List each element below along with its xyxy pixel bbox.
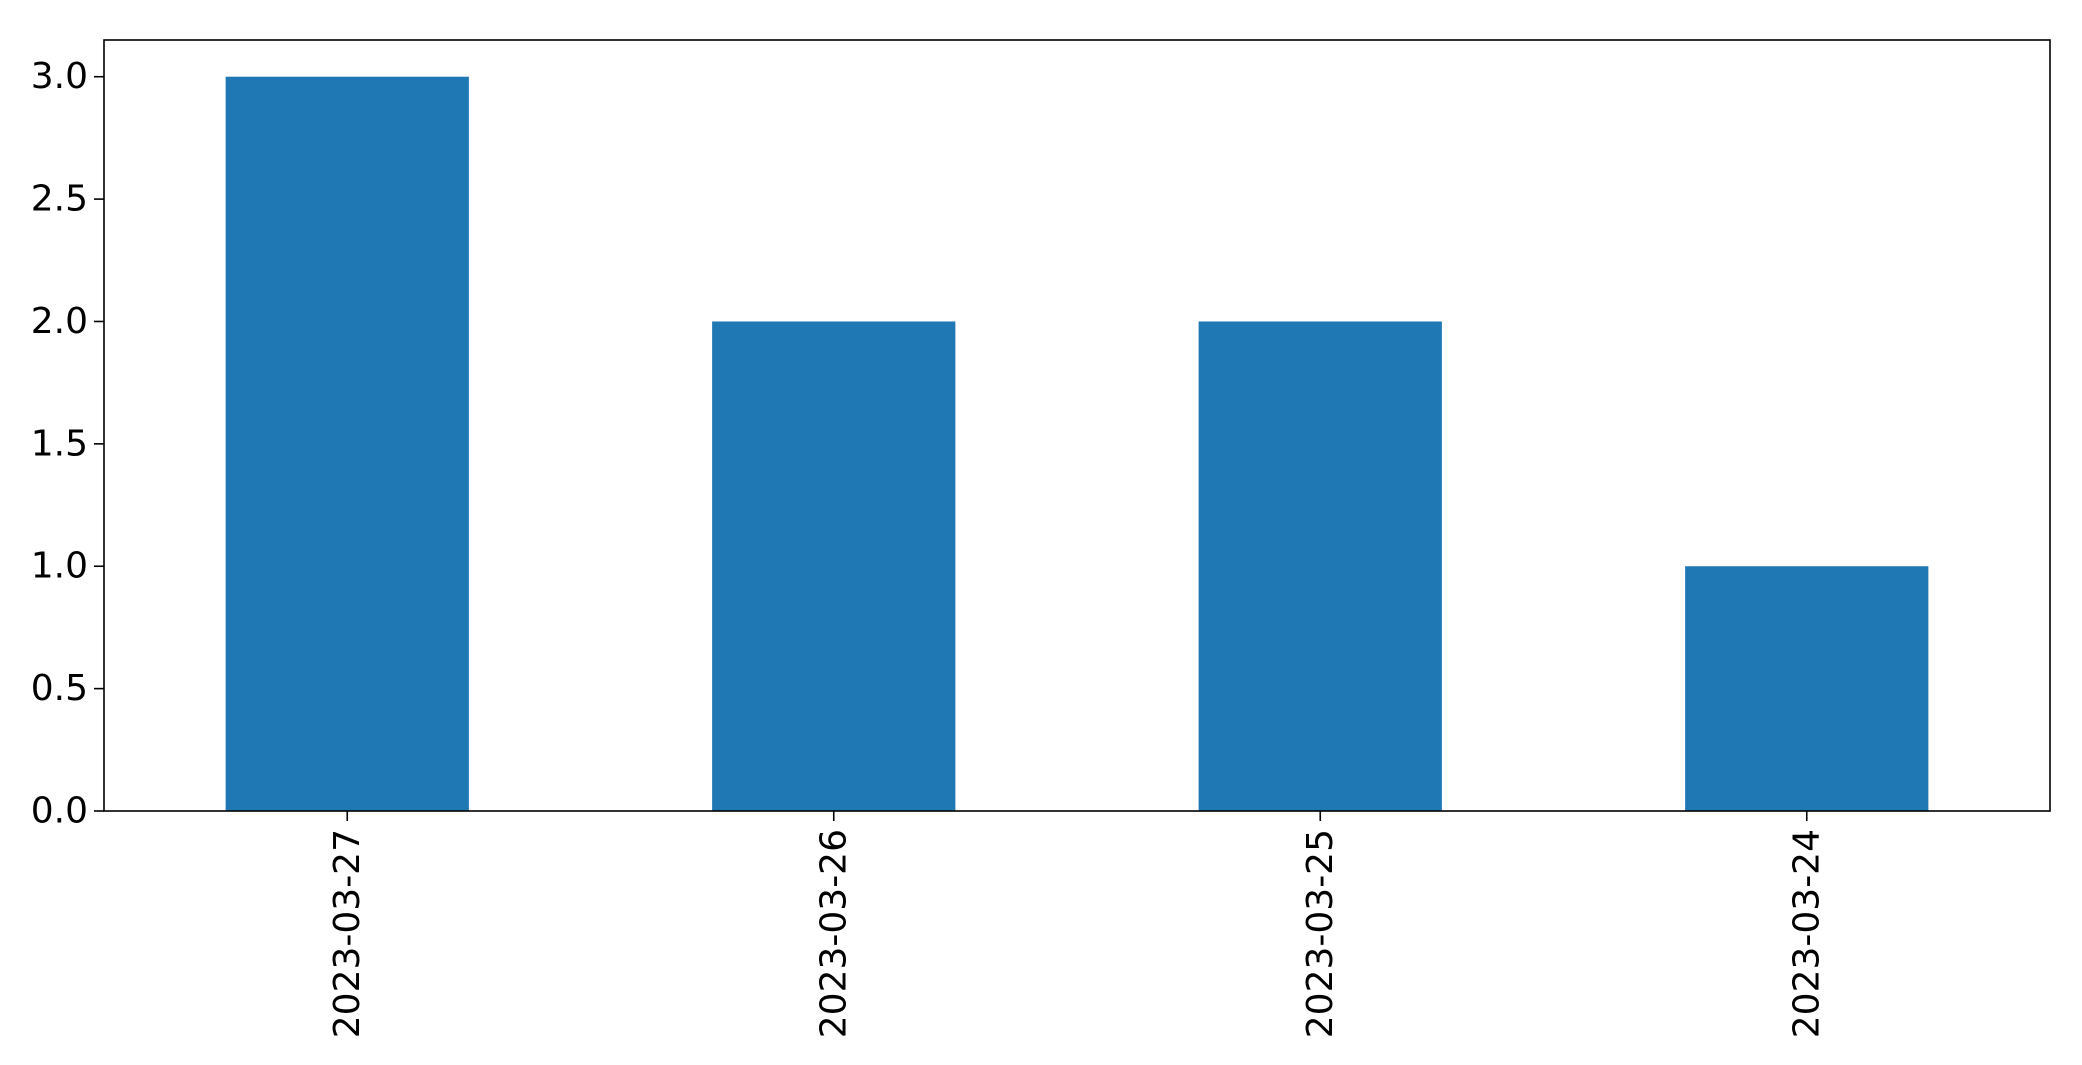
x-tick-label: 2023-03-27 [327,829,368,1038]
x-tick-label: 2023-03-24 [1786,829,1827,1038]
x-tick-label: 2023-03-25 [1300,829,1341,1038]
y-tick-label: 3.0 [31,56,88,97]
y-tick-label: 2.5 [31,179,88,220]
y-tick-label: 0.0 [31,791,88,832]
x-axis: 2023-03-27 2023-03-26 2023-03-25 2023-03-24 [327,811,1827,1038]
bar-2023-03-27 [225,76,469,811]
bar-2023-03-26 [712,321,956,811]
y-tick-label: 2.0 [31,301,88,342]
y-tick-label: 0.5 [31,668,88,709]
y-tick-label: 1.5 [31,423,88,464]
bar-2023-03-25 [1198,321,1442,811]
bars-layer [225,76,1929,811]
x-tick-label: 2023-03-26 [813,829,854,1038]
bar-2023-03-24 [1685,566,1929,811]
y-tick-label: 1.0 [31,546,88,587]
y-axis: 0.0 0.5 1.0 1.5 2.0 2.5 3.0 [31,56,104,832]
plot-frame [103,39,2051,812]
